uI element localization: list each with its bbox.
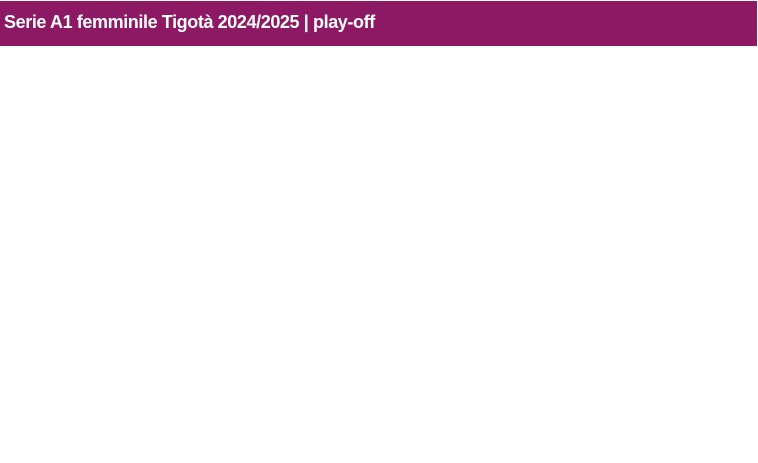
header-bar: Serie A1 femminile Tigotà 2024/2025 | pl… bbox=[0, 1, 757, 46]
page-title: Serie A1 femminile Tigotà 2024/2025 | pl… bbox=[4, 12, 375, 32]
content-area bbox=[0, 46, 758, 463]
